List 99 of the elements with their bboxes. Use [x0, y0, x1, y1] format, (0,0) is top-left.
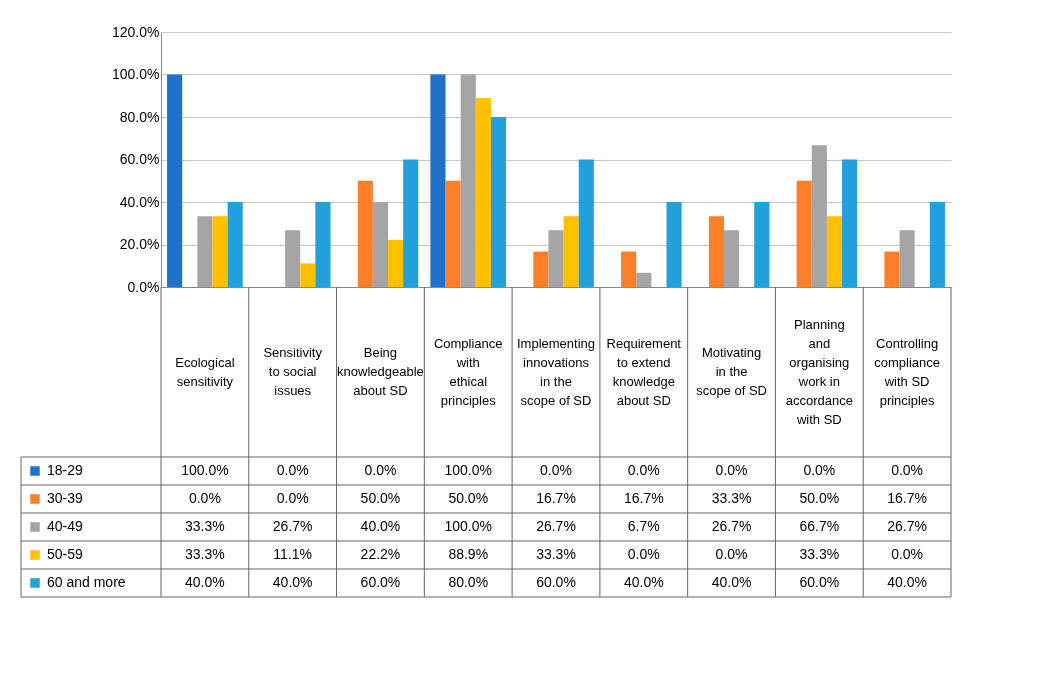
bar [403, 159, 419, 287]
data-label: 33.3% [185, 546, 225, 562]
bar [372, 202, 389, 287]
y-tick-label: 60.0% [119, 151, 160, 167]
x-tick-label: Motivating in the scope of SD [696, 345, 767, 398]
data-label: 60.0% [536, 574, 576, 590]
data-label: 66.7% [799, 518, 840, 534]
data-label: 50.0% [799, 490, 840, 506]
y-tick-label: 40.0% [119, 193, 160, 210]
bar [533, 251, 549, 287]
bar [578, 159, 594, 287]
data-label: 0.0% [803, 462, 836, 478]
bar [563, 216, 579, 287]
bar [388, 239, 404, 287]
data-label: 22.2% [360, 546, 401, 562]
x-tick-label: Planning and organising work in accordance with SD [785, 316, 853, 427]
bar [227, 202, 243, 287]
x-tick-label: Requirement to extend knowledge about SD [606, 335, 682, 408]
data-label: 50.0% [360, 490, 401, 506]
bar [357, 180, 373, 287]
bar [315, 202, 331, 287]
y-tick-label: 20.0% [119, 236, 160, 252]
data-label: 26.7% [887, 518, 927, 534]
data-label: 33.3% [711, 490, 752, 506]
data-label: 16.7% [623, 490, 664, 506]
data-label: 40.0% [185, 574, 225, 590]
bar [723, 230, 740, 287]
data-label: 0.0% [715, 462, 748, 478]
data-label: 0.0% [276, 462, 309, 478]
data-label: 0.0% [188, 490, 221, 506]
data-label: 40.0% [360, 518, 401, 534]
bar [796, 180, 812, 287]
data-label: 100.0% [444, 462, 492, 478]
data-label: 6.7% [627, 518, 660, 534]
bar [490, 117, 507, 287]
data-label: 16.7% [536, 490, 576, 506]
x-tick-label: Being knowledgeable about SD [337, 345, 424, 398]
data-label: 26.7% [272, 518, 313, 534]
bar [212, 216, 228, 287]
data-label: 0.0% [715, 546, 748, 562]
bar [197, 216, 213, 287]
x-tick-label: Sensitivity to social issues [263, 345, 323, 398]
data-label: 33.3% [799, 546, 840, 562]
x-tick-label: Controlling compliance with SD principles [874, 335, 940, 408]
bar [636, 272, 652, 287]
bar [842, 159, 858, 287]
x-tick-label: Compliance with ethical principles [433, 335, 503, 408]
bar [929, 202, 945, 287]
bar [621, 251, 637, 287]
data-label: 0.0% [891, 462, 924, 478]
data-label: 40.0% [623, 574, 664, 590]
x-tick-label: Ecological sensitivity [175, 354, 235, 389]
bar [300, 263, 316, 287]
data-label: 80.0% [448, 574, 489, 590]
data-label: 0.0% [276, 490, 309, 506]
data-label: 0.0% [627, 462, 660, 478]
y-tick-label: 80.0% [119, 108, 160, 125]
legend-label: 50-59 [47, 546, 84, 562]
data-label: 26.7% [536, 518, 576, 534]
legend-label: 18-29 [47, 462, 84, 478]
bar [899, 230, 915, 287]
data-label: 40.0% [887, 574, 927, 590]
y-tick-label: 120.0% [112, 23, 160, 40]
data-label: 40.0% [272, 574, 313, 590]
data-label: 16.7% [887, 490, 927, 506]
legend-label: 40-49 [47, 518, 84, 534]
bar [445, 180, 461, 287]
bar [167, 74, 183, 287]
legend-label: 60 and more [47, 574, 126, 590]
bar [811, 145, 827, 287]
data-label: 50.0% [448, 490, 489, 506]
bar [285, 230, 301, 287]
bar [708, 216, 724, 287]
bar [754, 202, 770, 287]
data-label: 26.7% [711, 518, 752, 534]
data-label: 33.3% [185, 518, 225, 534]
bar [475, 98, 491, 287]
data-label: 100.0% [444, 518, 492, 534]
data-label: 60.0% [799, 574, 840, 590]
data-label: 60.0% [360, 574, 401, 590]
x-tick-label: Implementing innovations in the scope of SD [516, 335, 596, 408]
data-label: 11.1% [273, 546, 312, 562]
data-label: 0.0% [891, 546, 924, 562]
bar [666, 202, 682, 287]
data-label: 40.0% [711, 574, 752, 590]
bar [460, 74, 476, 287]
y-tick-label: 0.0% [127, 278, 160, 295]
data-label: 0.0% [364, 462, 397, 478]
y-tick-label: 100.0% [112, 66, 160, 82]
bar [826, 216, 843, 287]
legend-label: 30-39 [47, 490, 84, 506]
data-label: 88.9% [448, 546, 489, 562]
bar [884, 251, 900, 287]
bar [430, 74, 446, 287]
data-label: 0.0% [627, 546, 660, 562]
data-label: 100.0% [181, 462, 229, 478]
data-label: 0.0% [540, 462, 572, 478]
data-label: 33.3% [536, 546, 576, 562]
bar [548, 230, 564, 287]
